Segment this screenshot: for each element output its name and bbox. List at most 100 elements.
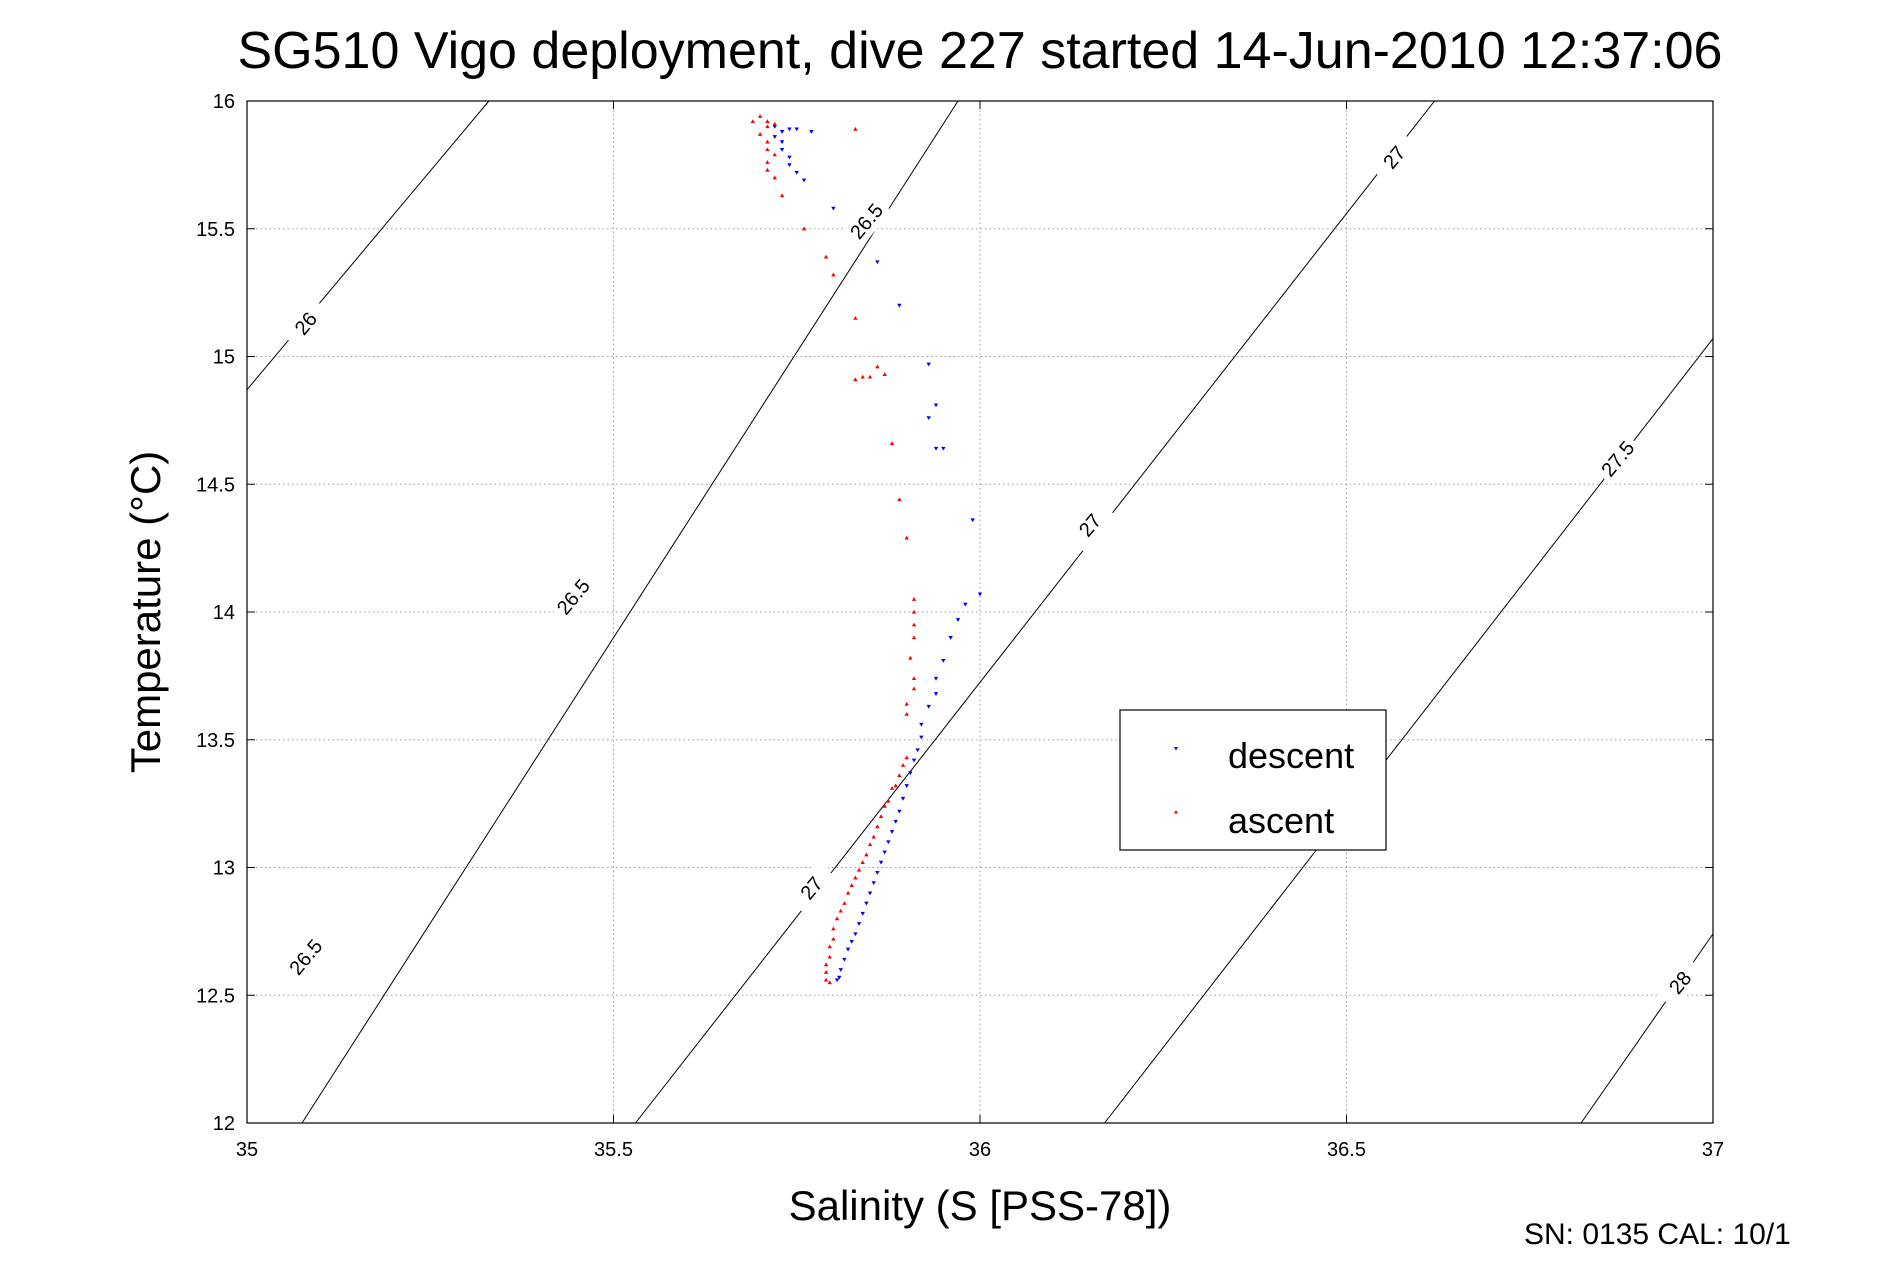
ascent-point bbox=[911, 635, 917, 640]
ascent-point bbox=[827, 954, 832, 959]
descent-point bbox=[779, 140, 785, 145]
y-tick-label: 12.5 bbox=[196, 985, 235, 1007]
descent-point bbox=[867, 891, 873, 896]
isopycnal-label-bg bbox=[280, 296, 332, 351]
ascent-point bbox=[827, 980, 832, 985]
descent-point bbox=[875, 871, 880, 875]
ascent-point bbox=[889, 441, 895, 445]
descent-point bbox=[849, 939, 854, 944]
ascent-point bbox=[904, 712, 909, 716]
ascent-point bbox=[779, 193, 785, 198]
descent-point bbox=[948, 635, 953, 640]
descent-point bbox=[856, 922, 862, 926]
descent-point bbox=[897, 303, 902, 308]
ascent-point bbox=[864, 852, 869, 857]
y-axis-label: Temperature (°C) bbox=[122, 451, 169, 774]
isopycnal-line bbox=[635, 100, 1435, 1124]
ascent-point bbox=[908, 655, 913, 660]
ascent-point bbox=[765, 147, 770, 152]
legend-descent-marker bbox=[1174, 747, 1178, 751]
ascent-point bbox=[900, 763, 906, 767]
ascent-point bbox=[772, 175, 777, 180]
y-tick-label: 12 bbox=[213, 1113, 235, 1135]
ascent-point bbox=[831, 936, 836, 941]
ascent-point bbox=[772, 121, 777, 126]
ascent-point bbox=[757, 132, 763, 136]
descent-point bbox=[801, 178, 807, 183]
descent-point bbox=[889, 830, 895, 834]
series-ascent bbox=[750, 114, 917, 985]
descent-point bbox=[955, 618, 961, 622]
descent-point bbox=[779, 147, 785, 152]
ascent-point bbox=[831, 272, 836, 277]
ascent-point bbox=[878, 814, 884, 818]
isopycnal-label-bg bbox=[1592, 431, 1644, 486]
ascent-point bbox=[750, 119, 755, 124]
isopycnal-line bbox=[246, 100, 490, 391]
descent-point bbox=[842, 957, 847, 962]
descent-point bbox=[864, 901, 869, 906]
descent-point bbox=[911, 758, 917, 763]
ascent-point bbox=[856, 867, 862, 872]
descent-point bbox=[893, 819, 898, 824]
ascent-point bbox=[772, 152, 777, 157]
descent-point bbox=[787, 127, 792, 132]
ascent-point bbox=[897, 773, 902, 778]
legend-ascent-label: ascent bbox=[1228, 800, 1334, 841]
data-points bbox=[750, 114, 983, 985]
descent-point bbox=[794, 127, 799, 132]
descent-point bbox=[831, 206, 836, 211]
descent-point bbox=[886, 840, 891, 845]
descent-point bbox=[787, 155, 792, 160]
descent-point bbox=[926, 704, 931, 709]
legend-box bbox=[1119, 709, 1387, 851]
descent-point bbox=[772, 135, 777, 139]
grid bbox=[247, 101, 1713, 1123]
ascent-point bbox=[765, 160, 770, 164]
y-tick-label: 16 bbox=[213, 91, 235, 113]
x-tick-label: 36 bbox=[969, 1139, 991, 1161]
ascent-point bbox=[875, 364, 880, 369]
ascent-point bbox=[871, 834, 876, 839]
ascent-point bbox=[838, 908, 843, 913]
descent-point bbox=[904, 784, 909, 788]
descent-point bbox=[941, 446, 946, 451]
descent-point bbox=[794, 170, 799, 175]
descent-point bbox=[882, 850, 887, 855]
x-tick-label: 35 bbox=[236, 1139, 258, 1161]
ascent-point bbox=[853, 875, 858, 880]
isopycnal-label-bg bbox=[1064, 498, 1116, 552]
isopycnal-label-bg bbox=[1368, 130, 1420, 184]
x-axis-label: Salinity (S [PSS-78]) bbox=[789, 1182, 1172, 1229]
isopycnal-label-bg bbox=[547, 569, 599, 624]
descent-point bbox=[933, 676, 939, 681]
legend: descent ascent bbox=[1119, 709, 1387, 851]
ascent-point bbox=[860, 374, 865, 379]
y-tick-label: 13 bbox=[213, 858, 235, 880]
y-tick-label: 15.5 bbox=[196, 219, 235, 241]
ascent-point bbox=[831, 926, 836, 931]
ascent-point bbox=[853, 377, 858, 382]
descent-point bbox=[878, 860, 884, 865]
descent-point bbox=[919, 735, 924, 740]
ascent-point bbox=[867, 842, 873, 847]
ascent-point bbox=[882, 372, 887, 376]
descent-point bbox=[834, 978, 840, 983]
ascent-point bbox=[882, 803, 887, 808]
y-tick-label: 13.5 bbox=[196, 730, 235, 752]
ascent-point bbox=[911, 597, 917, 601]
ascent-point bbox=[823, 254, 829, 259]
ascent-point bbox=[911, 609, 917, 614]
descent-point bbox=[875, 260, 880, 265]
descent-point bbox=[933, 692, 939, 696]
ascent-point bbox=[834, 916, 840, 921]
ascent-point bbox=[886, 798, 891, 803]
ascent-point bbox=[853, 315, 858, 320]
descent-point bbox=[933, 446, 939, 451]
descent-point bbox=[787, 163, 792, 168]
ascent-point bbox=[904, 755, 909, 760]
ascent-point bbox=[853, 126, 858, 131]
ascent-point bbox=[823, 962, 829, 967]
ascent-point bbox=[823, 977, 829, 982]
